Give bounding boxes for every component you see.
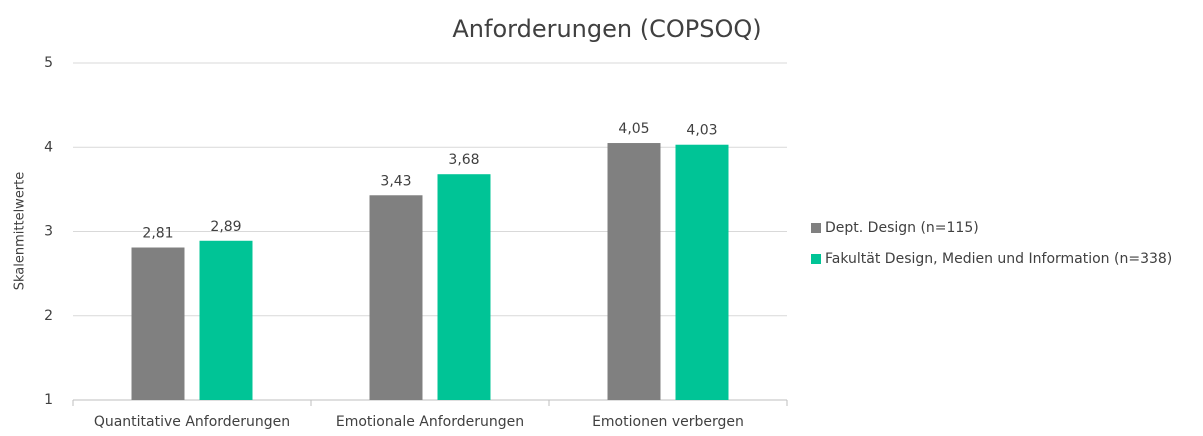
y-tick-label: 5 <box>44 55 53 71</box>
value-label: 4,03 <box>686 123 717 139</box>
x-tick-label: Emotionen verbergen <box>592 414 744 430</box>
legend-label: Fakultät Design, Medien und Information … <box>825 251 1172 267</box>
legend-label: Dept. Design (n=115) <box>825 220 979 236</box>
value-label: 2,89 <box>210 219 241 235</box>
x-tick-label: Emotionale Anforderungen <box>336 414 524 430</box>
legend-swatch <box>811 254 821 264</box>
bar <box>131 247 185 400</box>
bar <box>675 144 729 400</box>
value-label: 3,43 <box>380 173 411 189</box>
bar <box>607 143 661 400</box>
value-label: 4,05 <box>618 121 649 137</box>
chart-title: Anforderungen (COPSOQ) <box>452 15 761 43</box>
x-tick-label: Quantitative Anforderungen <box>94 414 290 430</box>
y-axis-label: Skalenmittelwerte <box>13 172 28 291</box>
value-label: 3,68 <box>448 152 479 168</box>
y-tick-label: 1 <box>44 392 53 408</box>
y-tick-label: 2 <box>44 308 53 324</box>
bar <box>369 195 423 400</box>
legend-swatch <box>811 223 821 233</box>
bar <box>199 240 253 400</box>
y-tick-label: 4 <box>44 139 53 155</box>
y-tick-label: 3 <box>44 224 53 240</box>
bar <box>437 174 491 400</box>
value-label: 2,81 <box>142 226 173 242</box>
